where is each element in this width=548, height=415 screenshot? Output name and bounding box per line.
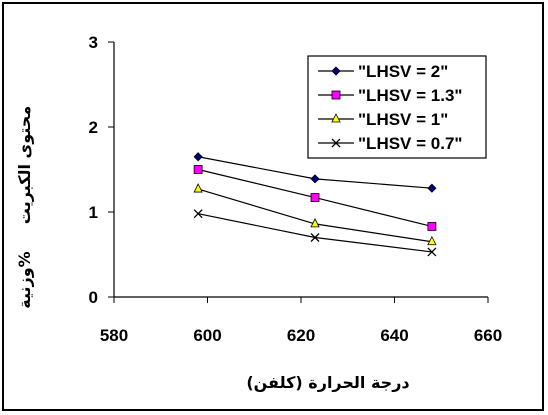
- legend-label: "LHSV = 0.7": [358, 134, 462, 153]
- legend-label: "LHSV = 1.3": [358, 86, 462, 105]
- y-axis-title: محتوى الكبريت %وزنية: [15, 106, 34, 309]
- x-tick-label: 660: [474, 326, 502, 345]
- legend-marker: [331, 138, 341, 148]
- y-axis-title-line2: %وزنية: [15, 251, 34, 308]
- data-point: [427, 235, 437, 246]
- x-tick-label: 580: [100, 326, 128, 345]
- data-point: [193, 152, 203, 162]
- data-point: [310, 193, 320, 202]
- y-tick-label: 1: [89, 203, 98, 222]
- x-tick-label: 600: [193, 326, 221, 345]
- data-point: [427, 247, 437, 257]
- x-tick-label: 620: [287, 326, 315, 345]
- data-point: [193, 183, 203, 193]
- legend-label: "LHSV = 2": [358, 62, 448, 81]
- data-point: [310, 174, 320, 184]
- axes: 0 1 2 3 580 600 620 640 660: [89, 33, 503, 345]
- y-tick-label: 2: [89, 118, 98, 137]
- y-axis-title-line1: محتوى الكبريت: [15, 106, 34, 224]
- data-point: [310, 218, 320, 228]
- legend-label: "LHSV = 1": [358, 110, 448, 129]
- y-tick-label: 0: [89, 288, 98, 307]
- y-tick-label: 3: [89, 33, 98, 52]
- legend-marker: [331, 113, 341, 123]
- series-line: [198, 156, 432, 189]
- legend: "LHSV = 2" "LHSV = 1.3" "LHSV = 1" "LHSV = …: [307, 55, 487, 159]
- x-axis-title: درجة الحرارة (كلفن): [246, 373, 409, 392]
- data-point: [427, 222, 437, 231]
- data-point: [193, 165, 203, 174]
- data-point: [427, 183, 437, 193]
- data-point: [193, 209, 203, 219]
- legend-marker: [331, 90, 341, 100]
- data-point: [310, 233, 320, 242]
- series-layer: [193, 152, 437, 257]
- legend-marker: [331, 66, 341, 76]
- x-tick-label: 640: [380, 326, 408, 345]
